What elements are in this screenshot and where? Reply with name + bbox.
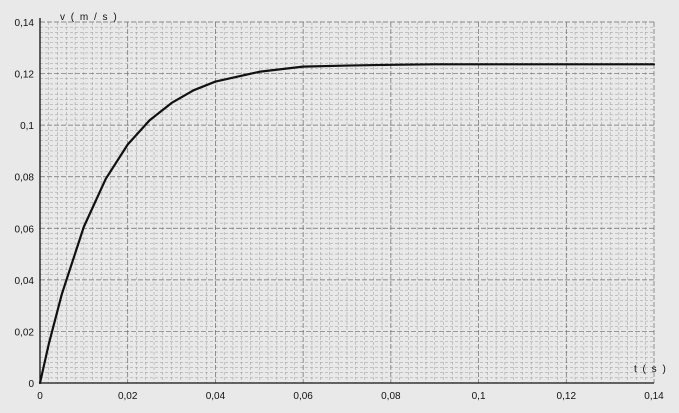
x-axis-label: t ( s ) [634, 364, 667, 375]
x-tick-label: 0,02 [118, 391, 138, 402]
y-tick-label: 0,02 [15, 327, 35, 338]
axes [39, 18, 654, 384]
x-tick-label: 0,06 [293, 391, 313, 402]
y-tick-label: 0,12 [15, 70, 35, 81]
x-tick-labels: 0 0,02 0,04 0,06 0,08 0,1 0,12 0,14 [37, 391, 664, 402]
x-tick-label: 0,14 [644, 391, 664, 402]
y-tick-label: 0,04 [15, 276, 35, 287]
y-tick-label: 0 [28, 379, 34, 390]
x-tick-label: 0,04 [206, 391, 226, 402]
x-tick-label: 0,1 [472, 391, 486, 402]
x-tick-label: 0,08 [381, 391, 401, 402]
series-line [38, 63, 656, 385]
y-tick-label: 0,14 [15, 18, 35, 29]
y-tick-label: 0,06 [15, 224, 35, 235]
y-tick-labels: 0 0,02 0,04 0,06 0,08 0,1 0,12 0,14 [15, 18, 35, 390]
y-tick-label: 0,1 [20, 121, 34, 132]
y-tick-label: 0,08 [15, 173, 35, 184]
x-tick-label: 0,12 [557, 391, 577, 402]
series-layer [38, 63, 656, 385]
x-tick-label: 0 [37, 391, 43, 402]
minor-grid [40, 22, 654, 383]
y-axis-label: v ( m / s ) [60, 12, 118, 23]
